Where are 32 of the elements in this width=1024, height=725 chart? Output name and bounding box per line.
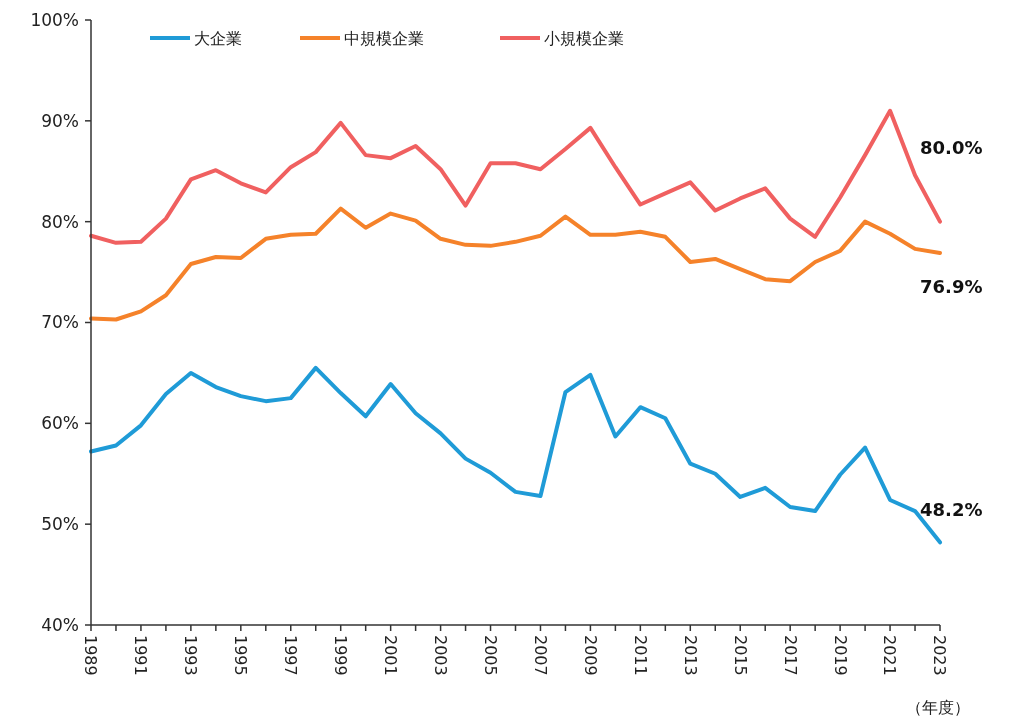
y-tick-label: 100% [30, 9, 79, 30]
x-tick-label: 2023 [930, 635, 950, 676]
x-tick-label: 2011 [630, 635, 650, 676]
x-tick-label: 2015 [730, 635, 750, 676]
x-tick-label: 2013 [680, 635, 700, 676]
x-tick-label: 1999 [331, 635, 351, 676]
y-tick-label: 90% [41, 110, 79, 131]
y-tick-label: 60% [41, 413, 79, 434]
x-tick-label: 2021 [880, 635, 900, 676]
x-tick-label: 1991 [131, 635, 151, 676]
legend-label: 大企業 [194, 28, 242, 48]
annotation: 48.2% [920, 499, 983, 521]
x-axis-title: （年度） [906, 698, 970, 717]
legend-label: 小規模企業 [544, 28, 624, 48]
x-tick-label: 1995 [231, 635, 251, 676]
y-tick-label: 70% [41, 312, 79, 333]
x-tick-label: 2019 [830, 635, 850, 676]
annotation: 76.9% [920, 276, 983, 298]
y-tick-label: 50% [41, 514, 79, 535]
x-tick-label: 1993 [181, 635, 201, 676]
x-tick-label: 1997 [281, 635, 301, 676]
y-tick-label: 40% [41, 614, 79, 635]
x-tick-label: 2005 [480, 635, 500, 676]
x-tick-label: 2009 [580, 635, 600, 676]
x-tick-label: 2017 [780, 635, 800, 676]
x-tick-label: 1989 [81, 635, 101, 676]
annotation: 80.0% [920, 137, 983, 159]
x-tick-label: 2007 [530, 635, 550, 676]
y-tick-label: 80% [41, 211, 79, 232]
legend-label: 中規模企業 [344, 28, 424, 48]
x-tick-label: 2003 [430, 635, 450, 676]
x-tick-label: 2001 [381, 635, 401, 676]
